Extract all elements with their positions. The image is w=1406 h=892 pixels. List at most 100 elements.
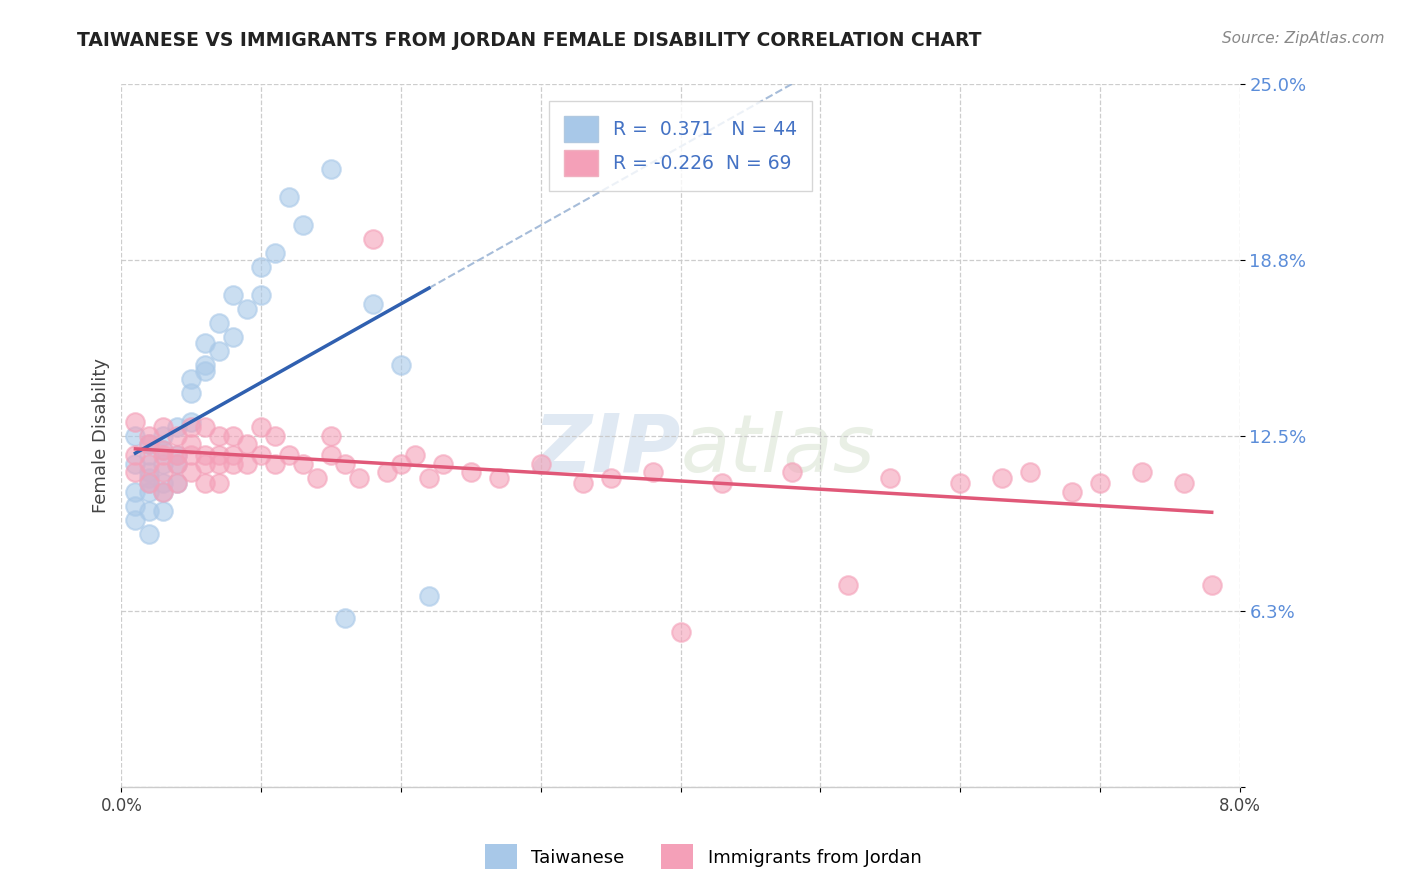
Point: [307, 471, 329, 485]
Point: [138, 428, 160, 442]
Point: [571, 476, 593, 491]
Point: [488, 471, 510, 485]
Point: [180, 372, 202, 386]
Point: [166, 448, 188, 462]
Point: [1130, 465, 1153, 479]
Point: [319, 448, 342, 462]
Point: [152, 442, 174, 457]
Point: [250, 448, 273, 462]
Point: [138, 476, 160, 491]
Point: [166, 448, 188, 462]
Point: [138, 527, 160, 541]
Point: [180, 415, 202, 429]
Point: [124, 457, 146, 471]
Point: [194, 476, 217, 491]
Point: [418, 471, 440, 485]
Point: [418, 589, 440, 603]
Point: [166, 476, 188, 491]
Point: [180, 465, 202, 479]
Point: [222, 288, 245, 302]
Point: [236, 437, 259, 451]
Point: [152, 457, 174, 471]
Point: [208, 428, 231, 442]
Point: [236, 457, 259, 471]
Point: [152, 442, 174, 457]
Point: [599, 471, 621, 485]
Point: [333, 611, 356, 625]
Point: [837, 577, 859, 591]
Point: [194, 448, 217, 462]
Point: [124, 513, 146, 527]
Point: [166, 457, 188, 471]
Point: [530, 457, 553, 471]
Point: [404, 448, 426, 462]
Point: [361, 232, 384, 246]
Point: [124, 428, 146, 442]
Point: [152, 420, 174, 434]
Point: [669, 625, 692, 640]
Point: [180, 448, 202, 462]
Point: [250, 288, 273, 302]
Legend: Taiwanese, Immigrants from Jordan: Taiwanese, Immigrants from Jordan: [475, 835, 931, 879]
Point: [208, 344, 231, 359]
Point: [124, 448, 146, 462]
Point: [138, 437, 160, 451]
Point: [264, 428, 287, 442]
Point: [711, 476, 734, 491]
Point: [361, 296, 384, 310]
Text: atlas: atlas: [681, 410, 876, 489]
Point: [152, 428, 174, 442]
Point: [152, 484, 174, 499]
Point: [292, 218, 315, 232]
Point: [152, 448, 174, 462]
Point: [166, 428, 188, 442]
Point: [152, 484, 174, 499]
Point: [208, 476, 231, 491]
Point: [180, 386, 202, 401]
Point: [264, 246, 287, 260]
Point: [222, 457, 245, 471]
Point: [124, 465, 146, 479]
Point: [460, 465, 482, 479]
Text: ZIP: ZIP: [533, 410, 681, 489]
Point: [138, 484, 160, 499]
Point: [194, 335, 217, 350]
Point: [194, 457, 217, 471]
Point: [180, 420, 202, 434]
Point: [1201, 577, 1223, 591]
Point: [138, 465, 160, 479]
Point: [138, 476, 160, 491]
Point: [166, 476, 188, 491]
Point: [319, 428, 342, 442]
Point: [208, 316, 231, 330]
Point: [180, 437, 202, 451]
Point: [194, 359, 217, 373]
Point: [208, 448, 231, 462]
Point: [432, 457, 454, 471]
Point: [264, 457, 287, 471]
Point: [1173, 476, 1195, 491]
Point: [879, 471, 901, 485]
Point: [124, 484, 146, 499]
Point: [138, 437, 160, 451]
Point: [1060, 484, 1083, 499]
Point: [641, 465, 664, 479]
Point: [389, 359, 412, 373]
Point: [1088, 476, 1111, 491]
Point: [292, 457, 315, 471]
Point: [319, 161, 342, 176]
Point: [166, 457, 188, 471]
Point: [250, 260, 273, 274]
Point: [278, 448, 301, 462]
Point: [194, 420, 217, 434]
Legend: R =  0.371   N = 44, R = -0.226  N = 69: R = 0.371 N = 44, R = -0.226 N = 69: [550, 101, 813, 192]
Point: [278, 190, 301, 204]
Point: [138, 471, 160, 485]
Point: [124, 415, 146, 429]
Point: [250, 420, 273, 434]
Y-axis label: Female Disability: Female Disability: [93, 359, 110, 513]
Point: [1019, 465, 1042, 479]
Point: [138, 448, 160, 462]
Point: [347, 471, 370, 485]
Point: [375, 465, 398, 479]
